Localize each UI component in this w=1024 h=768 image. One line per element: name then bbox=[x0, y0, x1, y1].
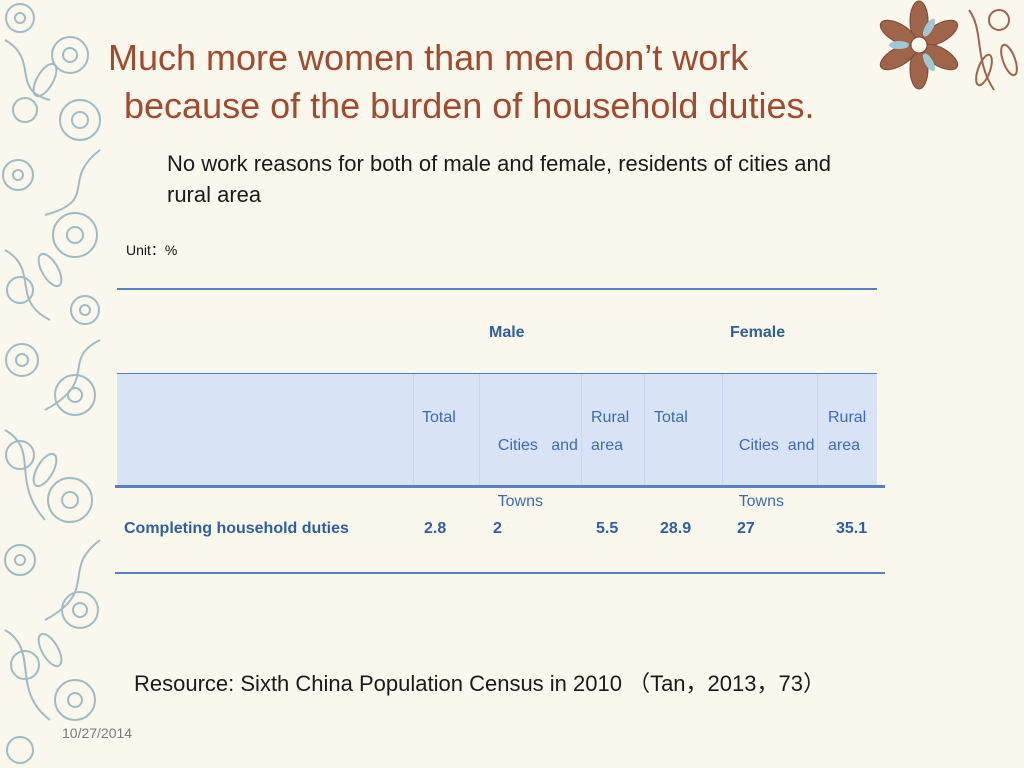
col-male-cities: Cities and Towns bbox=[489, 404, 578, 516]
flower-ornament bbox=[874, 0, 1024, 120]
floral-border bbox=[0, 0, 115, 768]
col-male-rural-line1: Rural bbox=[591, 409, 630, 426]
cell-female-rural: 35.1 bbox=[836, 520, 868, 537]
slide-date: 10/27/2014 bbox=[62, 725, 133, 741]
slide-title: Much more women than men don’t work beca… bbox=[108, 34, 928, 130]
table-header-band bbox=[117, 374, 877, 486]
col-female-total: Total bbox=[654, 409, 688, 426]
group-female: Female bbox=[730, 324, 786, 341]
cell-male-cities: 2 bbox=[493, 520, 502, 537]
unit-label: Unit：% bbox=[126, 242, 178, 258]
col-male-rural: Rural area bbox=[591, 404, 629, 460]
col-female-rural: Rural area bbox=[828, 404, 866, 460]
col-male-rural-line2: area bbox=[591, 437, 624, 454]
table-top-rule bbox=[117, 288, 877, 290]
cell-female-total: 28.9 bbox=[660, 520, 692, 537]
col-female-rural-line2: area bbox=[828, 437, 861, 454]
title-line-1: Much more women than men don’t work bbox=[108, 37, 749, 78]
col-female-cities: Cities and Towns bbox=[730, 404, 815, 516]
col-male-total: Total bbox=[422, 409, 456, 426]
cell-male-rural: 5.5 bbox=[596, 520, 619, 537]
source-citation: Resource: Sixth China Population Census … bbox=[134, 671, 825, 696]
title-line-2: because of the burden of household dutie… bbox=[124, 85, 815, 126]
col-male-cities-line2: Towns bbox=[497, 493, 543, 510]
header-bottom-rule bbox=[115, 485, 885, 488]
table-bottom-rule bbox=[115, 572, 885, 574]
col-female-cities-line1: Cities and bbox=[738, 437, 815, 454]
col-female-cities-line2: Towns bbox=[738, 493, 784, 510]
col-male-cities-line1: Cities and bbox=[497, 437, 578, 454]
group-male: Male bbox=[489, 324, 525, 341]
cell-female-cities: 27 bbox=[737, 520, 755, 537]
row-label: Completing household duties bbox=[124, 520, 349, 537]
subtitle: No work reasons for both of male and fem… bbox=[167, 151, 832, 207]
cell-male-total: 2.8 bbox=[424, 520, 447, 537]
col-female-rural-line1: Rural bbox=[828, 409, 867, 426]
